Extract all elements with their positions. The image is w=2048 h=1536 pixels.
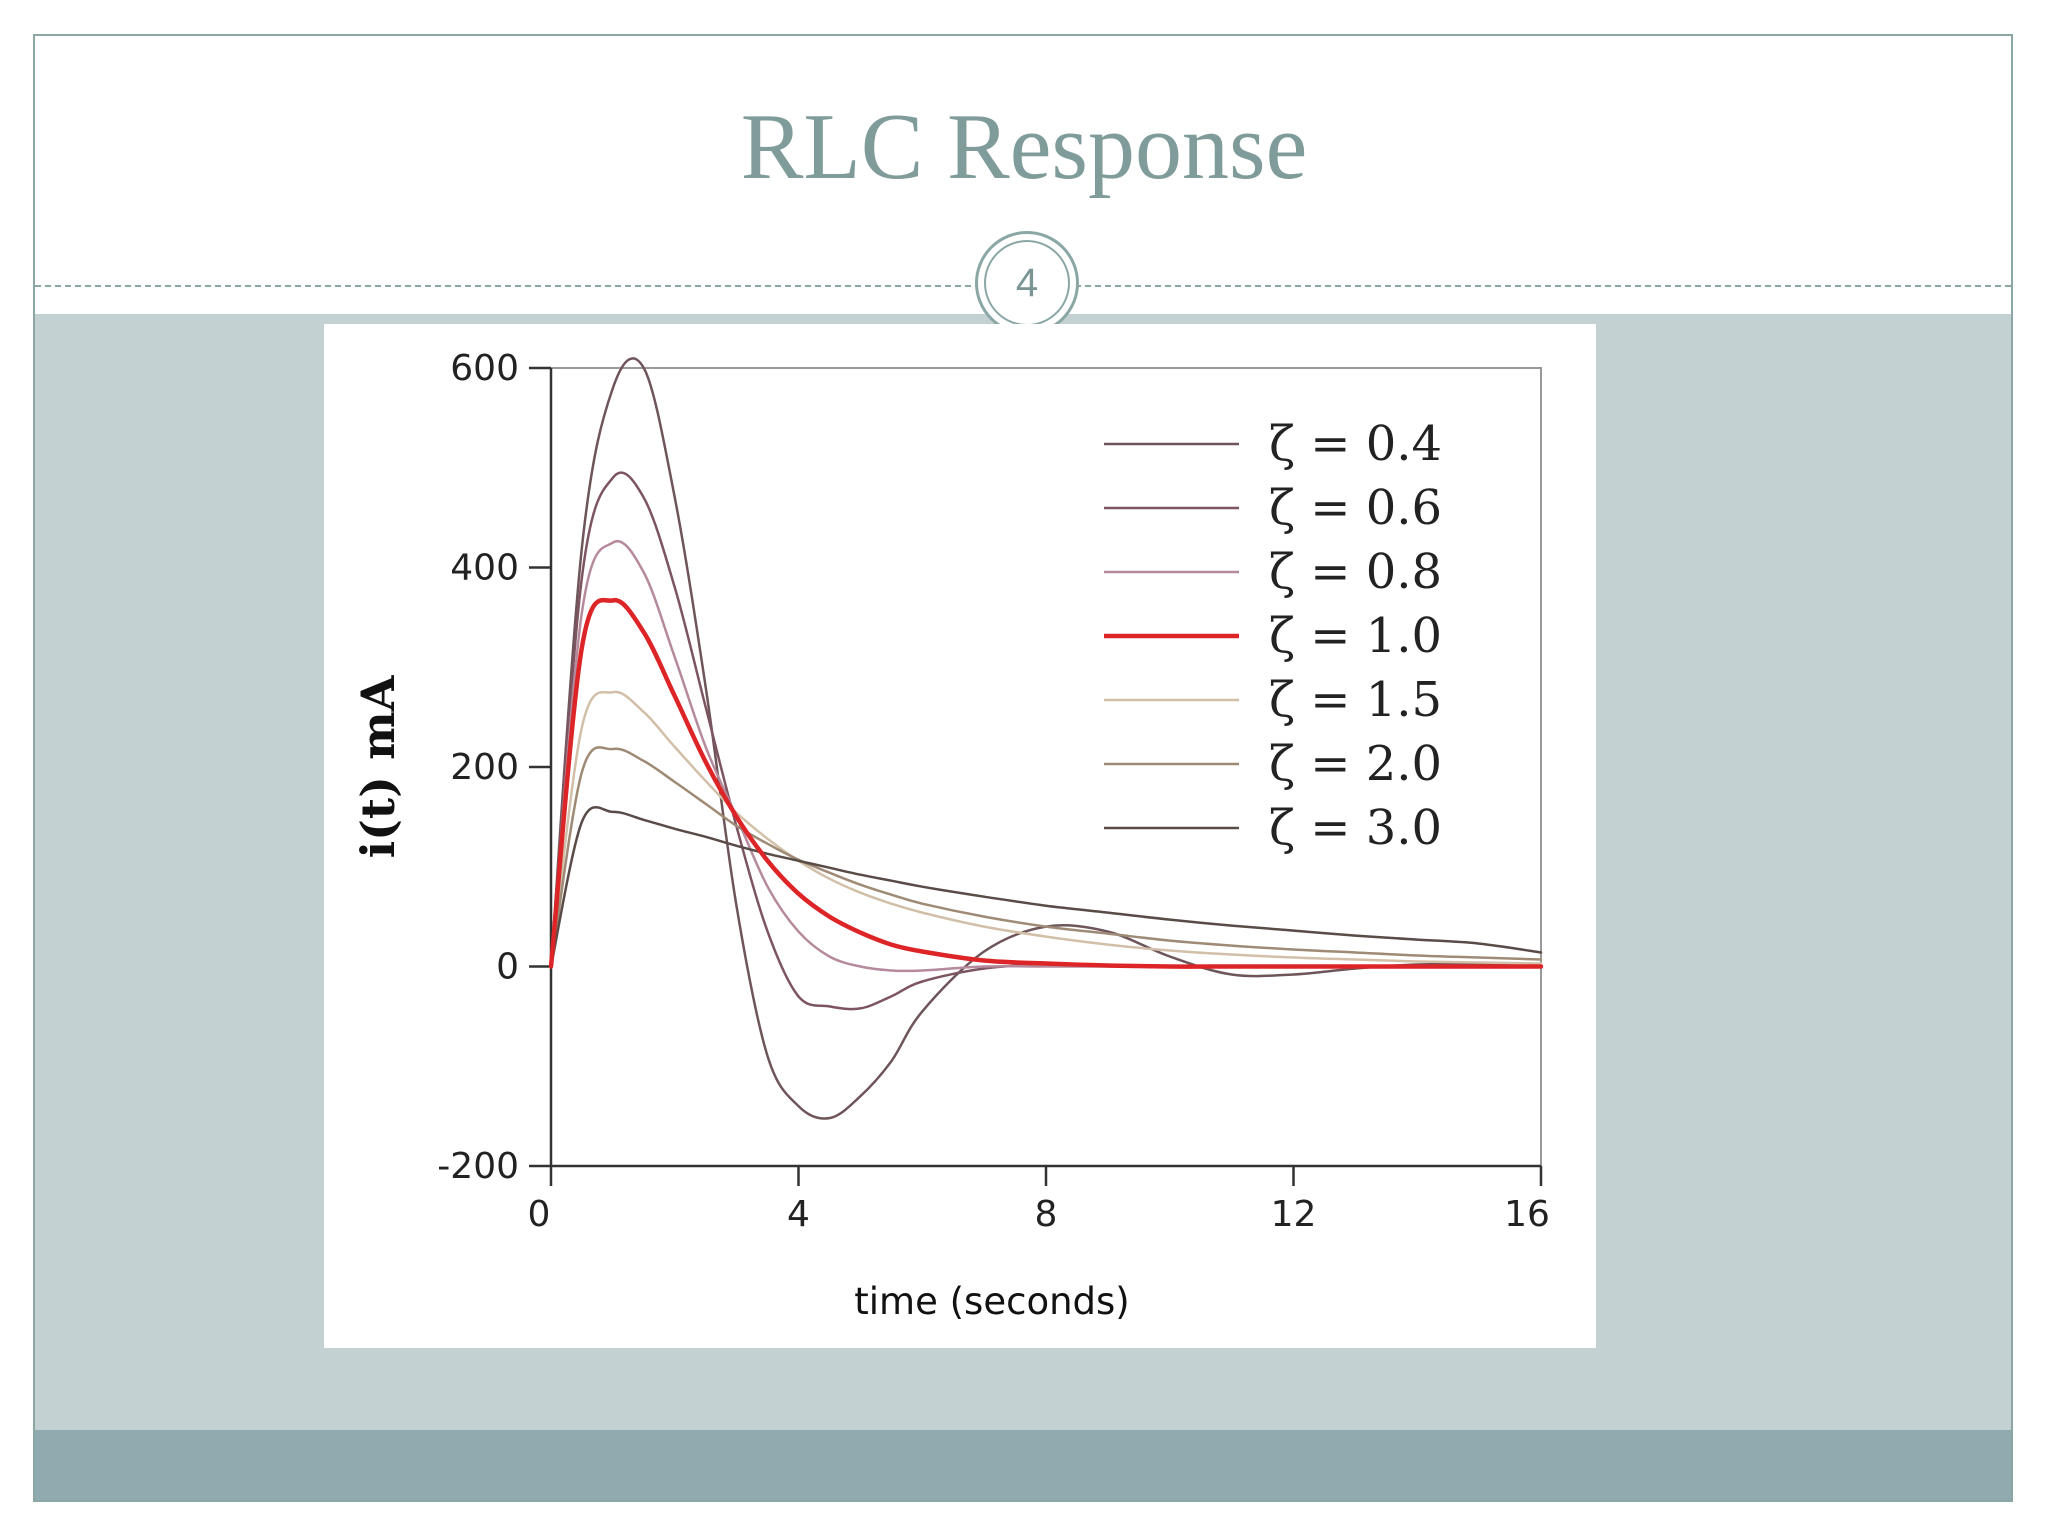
x-tick-label: 0 <box>528 1194 551 1235</box>
series-lines <box>548 357 1544 1120</box>
series-line <box>549 690 1543 968</box>
x-ticks: 0 4 8 12 16 <box>528 1166 1550 1235</box>
y-axis-label: i(t) mA <box>351 674 405 858</box>
x-tick-label: 8 <box>1035 1194 1058 1235</box>
legend-label: ζ = 1.0 <box>1269 608 1442 664</box>
series-line <box>549 806 1543 968</box>
legend-label: ζ = 0.4 <box>1269 416 1442 472</box>
x-tick-label: 4 <box>787 1194 810 1235</box>
legend-label: ζ = 3.0 <box>1269 800 1442 856</box>
x-tick-label: 12 <box>1271 1194 1317 1235</box>
slide-number: 4 <box>984 240 1070 326</box>
legend-label: ζ = 1.5 <box>1269 672 1442 728</box>
chart-panel: 600 400 200 0 -200 0 4 8 12 16 ζ = 0.4 ζ = 0.6 ζ =… <box>324 324 1596 1348</box>
x-tick-label: 16 <box>1504 1194 1550 1235</box>
legend-label: ζ = 0.8 <box>1269 544 1442 600</box>
footer-bar <box>35 1430 2011 1500</box>
y-tick-label: 200 <box>450 747 519 788</box>
legend: ζ = 0.4 ζ = 0.6 ζ = 0.8 ζ = 1.0 ζ = 1.5 ζ = 2… <box>1104 416 1442 856</box>
series-line <box>549 746 1543 968</box>
legend-label: ζ = 0.6 <box>1269 480 1442 536</box>
y-tick-label: -200 <box>437 1146 519 1187</box>
y-tick-label: 400 <box>450 548 519 589</box>
y-tick-label: 600 <box>450 348 519 389</box>
series-line <box>549 357 1543 1120</box>
x-axis-label: time (seconds) <box>854 1280 1129 1323</box>
slide-title: RLC Response <box>740 95 1308 199</box>
series-line <box>548 597 1544 969</box>
legend-label: ζ = 2.0 <box>1269 736 1442 792</box>
y-ticks: 600 400 200 0 -200 <box>437 348 551 1187</box>
y-tick-label: 0 <box>496 947 519 988</box>
